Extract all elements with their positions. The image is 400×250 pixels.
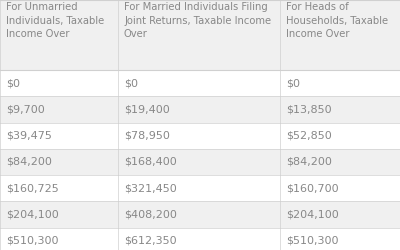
Bar xyxy=(0,201,118,228)
Text: $0: $0 xyxy=(286,78,300,88)
Text: $160,700: $160,700 xyxy=(286,183,339,193)
Text: $78,950: $78,950 xyxy=(124,130,170,140)
Text: $204,100: $204,100 xyxy=(6,210,59,220)
Bar xyxy=(280,175,400,201)
Text: $510,300: $510,300 xyxy=(6,236,58,246)
Bar xyxy=(118,201,280,228)
Bar xyxy=(118,122,280,149)
Bar xyxy=(118,228,280,250)
Bar xyxy=(118,149,280,175)
Bar xyxy=(280,228,400,250)
Text: $52,850: $52,850 xyxy=(286,130,332,140)
Bar xyxy=(0,228,118,250)
Text: $0: $0 xyxy=(124,78,138,88)
Text: $168,400: $168,400 xyxy=(124,157,177,167)
Bar xyxy=(118,0,280,70)
Bar xyxy=(0,175,118,201)
Bar xyxy=(0,70,118,96)
Text: $84,200: $84,200 xyxy=(286,157,332,167)
Bar xyxy=(118,175,280,201)
Bar xyxy=(280,149,400,175)
Text: For Married Individuals Filing
Joint Returns, Taxable Income
Over: For Married Individuals Filing Joint Ret… xyxy=(124,2,271,39)
Text: $84,200: $84,200 xyxy=(6,157,52,167)
Bar xyxy=(280,122,400,149)
Bar xyxy=(280,70,400,96)
Bar xyxy=(0,0,118,70)
Bar xyxy=(280,201,400,228)
Bar xyxy=(280,96,400,122)
Text: $160,725: $160,725 xyxy=(6,183,59,193)
Bar xyxy=(280,0,400,70)
Bar xyxy=(0,96,118,122)
Text: $612,350: $612,350 xyxy=(124,236,177,246)
Text: $408,200: $408,200 xyxy=(124,210,177,220)
Text: $0: $0 xyxy=(6,78,20,88)
Text: For Heads of
Households, Taxable
Income Over: For Heads of Households, Taxable Income … xyxy=(286,2,388,39)
Bar xyxy=(118,96,280,122)
Text: For Unmarried
Individuals, Taxable
Income Over: For Unmarried Individuals, Taxable Incom… xyxy=(6,2,104,39)
Text: $321,450: $321,450 xyxy=(124,183,177,193)
Text: $204,100: $204,100 xyxy=(286,210,339,220)
Bar xyxy=(0,122,118,149)
Bar xyxy=(118,70,280,96)
Text: $510,300: $510,300 xyxy=(286,236,338,246)
Text: $13,850: $13,850 xyxy=(286,104,332,115)
Text: $39,475: $39,475 xyxy=(6,130,52,140)
Text: $9,700: $9,700 xyxy=(6,104,45,115)
Bar xyxy=(0,149,118,175)
Text: $19,400: $19,400 xyxy=(124,104,170,115)
